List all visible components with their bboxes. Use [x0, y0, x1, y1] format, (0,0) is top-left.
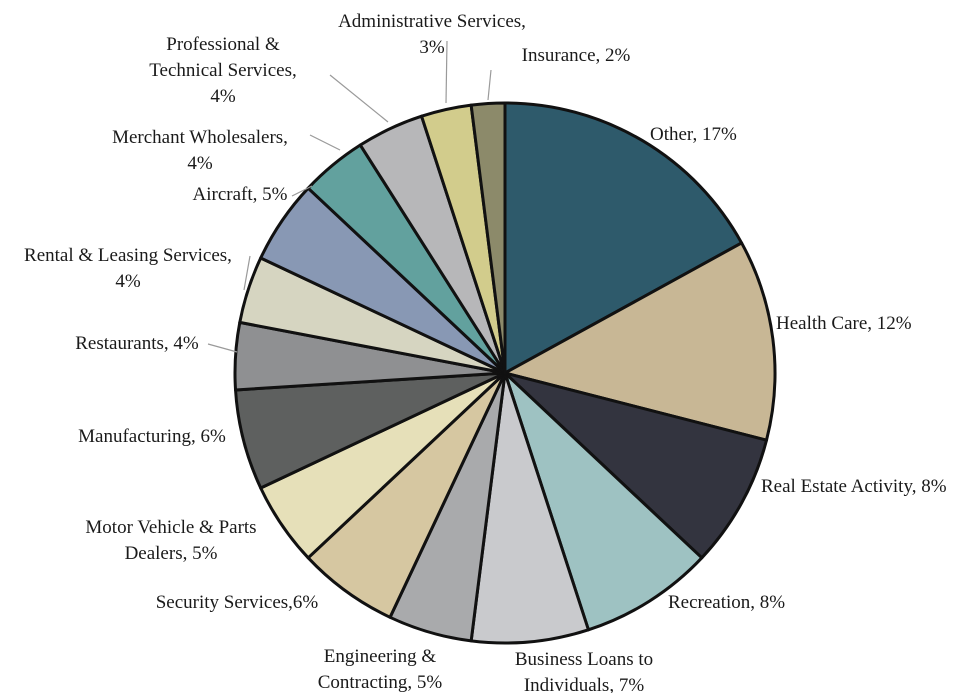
slice-label-10: Rental & Leasing Services, 4%	[24, 245, 232, 292]
slice-label-8: Manufacturing, 6%	[78, 426, 226, 447]
leader-lines	[207, 40, 492, 353]
leader-line-13	[329, 74, 389, 123]
pie-slice-2	[503, 371, 769, 560]
slice-label-0: Other, 17%	[650, 124, 737, 145]
slice-label-7: Motor Vehicle & Parts Dealers, 5%	[85, 517, 256, 564]
slice-label-12: Merchant Wholesalers, 4%	[112, 127, 288, 174]
slice-label-1: Health Care, 12%	[776, 313, 912, 334]
leader-line-10	[243, 255, 251, 291]
slice-label-15: Insurance, 2%	[522, 45, 631, 66]
slice-label-2: Real Estate Activity, 8%	[761, 476, 947, 497]
pie-slice-3	[503, 371, 704, 632]
slice-label-11: Aircraft, 5%	[193, 184, 288, 205]
pie-slice-4	[469, 371, 590, 645]
pie-slices	[233, 101, 777, 645]
leader-line-11	[291, 185, 313, 197]
slice-label-5: Engineering & Contracting, 5%	[318, 646, 443, 693]
pie-slice-0	[503, 101, 744, 375]
pie-slice-15	[469, 101, 507, 375]
leader-line-9	[207, 343, 238, 353]
leader-line-15	[487, 69, 492, 101]
slice-label-6: Security Services,6%	[156, 592, 319, 613]
pie-slice-1	[503, 241, 777, 442]
slice-label-14: Administrative Services, 3%	[338, 11, 526, 58]
slice-label-13: Professional & Technical Services, 4%	[149, 34, 296, 107]
slice-label-3: Recreation, 8%	[668, 592, 785, 613]
leader-line-12	[309, 134, 341, 151]
leader-line-14	[445, 40, 448, 104]
slice-label-9: Restaurants, 4%	[75, 333, 199, 354]
slice-label-4: Business Loans to Individuals, 7%	[515, 649, 653, 693]
slice-labels: Other, 17% Health Care, 12% Real Estate Ac…	[24, 11, 947, 693]
